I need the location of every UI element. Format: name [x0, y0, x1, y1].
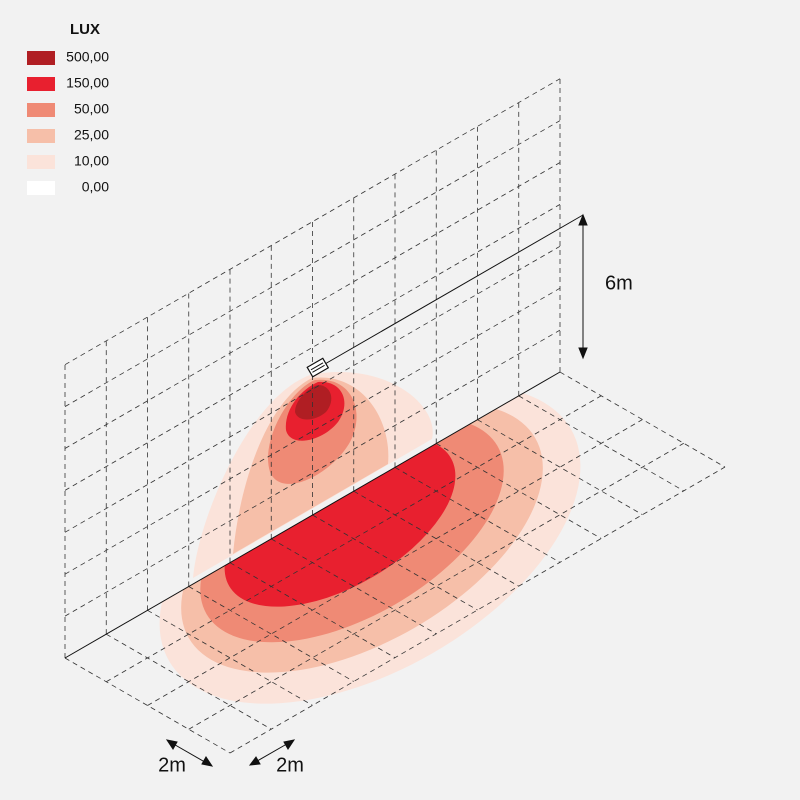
legend-label: 500,00: [66, 49, 109, 65]
legend-swatch: [27, 103, 55, 117]
floor-grid-line: [394, 467, 561, 563]
floor-grid-line: [353, 490, 519, 587]
floor-grid-line: [518, 395, 684, 492]
grid: [64, 78, 726, 754]
legend-label: 0,00: [82, 179, 109, 195]
floor-grid-line: [559, 371, 726, 468]
floor-contour: [224, 437, 456, 607]
luminaire: [306, 357, 330, 378]
legend-swatch: [27, 155, 55, 169]
height-label: 6m: [605, 272, 633, 294]
depth-label: 2m: [276, 754, 304, 776]
legend-swatch: [27, 181, 55, 195]
legend-label: 150,00: [66, 75, 109, 91]
mount-line: [317, 214, 584, 369]
floor-grid-line: [271, 538, 437, 635]
height-dimension: [578, 213, 588, 360]
wall-contour: [295, 385, 332, 420]
baseline: [64, 371, 561, 659]
legend-swatch: [27, 129, 55, 143]
depth-label: 2m: [158, 754, 186, 776]
legend-label: 25,00: [74, 127, 109, 143]
legend: 500,00 150,00 50,00 25,00 10,00 0,00: [27, 49, 109, 195]
legend-swatch: [27, 51, 55, 65]
floor-grid-line: [477, 419, 643, 516]
floor-grid-line: [106, 633, 272, 730]
floor-grid-line: [436, 443, 602, 539]
floor-grid-line: [64, 657, 231, 754]
depth-dimensions: [165, 739, 296, 767]
floor-grid-line: [229, 562, 396, 659]
legend-label: 10,00: [74, 153, 109, 169]
legend-title: LUX: [70, 21, 100, 38]
floor-grid-line: [312, 514, 478, 611]
floor-grid-line: [147, 609, 313, 706]
floor-grid-line: [188, 586, 354, 682]
legend-label: 50,00: [74, 101, 109, 117]
legend-swatch: [27, 77, 55, 91]
